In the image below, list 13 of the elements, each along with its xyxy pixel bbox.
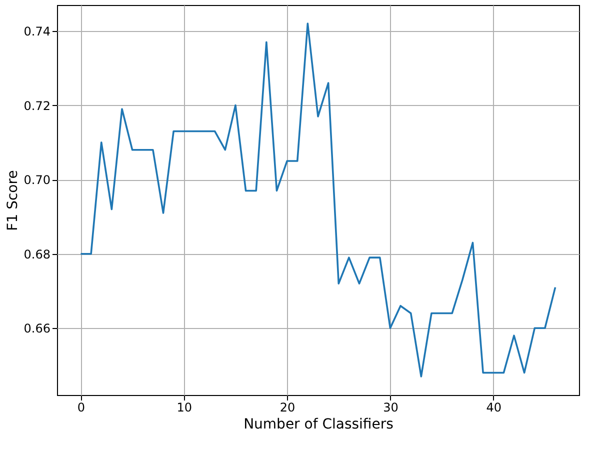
y-tick-label: 0.74 [24, 24, 50, 38]
x-tick-label: 20 [280, 400, 296, 414]
x-axis-title: Number of Classifiers [244, 416, 394, 432]
line-series [80, 22, 556, 378]
x-tick-label: 0 [77, 400, 86, 414]
x-tick-label: 40 [486, 400, 502, 414]
y-tick-label: 0.68 [24, 247, 50, 262]
x-tick-label: 30 [383, 400, 398, 414]
y-tick-label: 0.66 [24, 322, 50, 336]
y-axis-title: F1 Score [4, 170, 21, 231]
y-tick-label: 0.72 [24, 98, 50, 113]
y-tick-label: 0.70 [24, 173, 50, 188]
x-tick-label: 10 [176, 400, 192, 414]
